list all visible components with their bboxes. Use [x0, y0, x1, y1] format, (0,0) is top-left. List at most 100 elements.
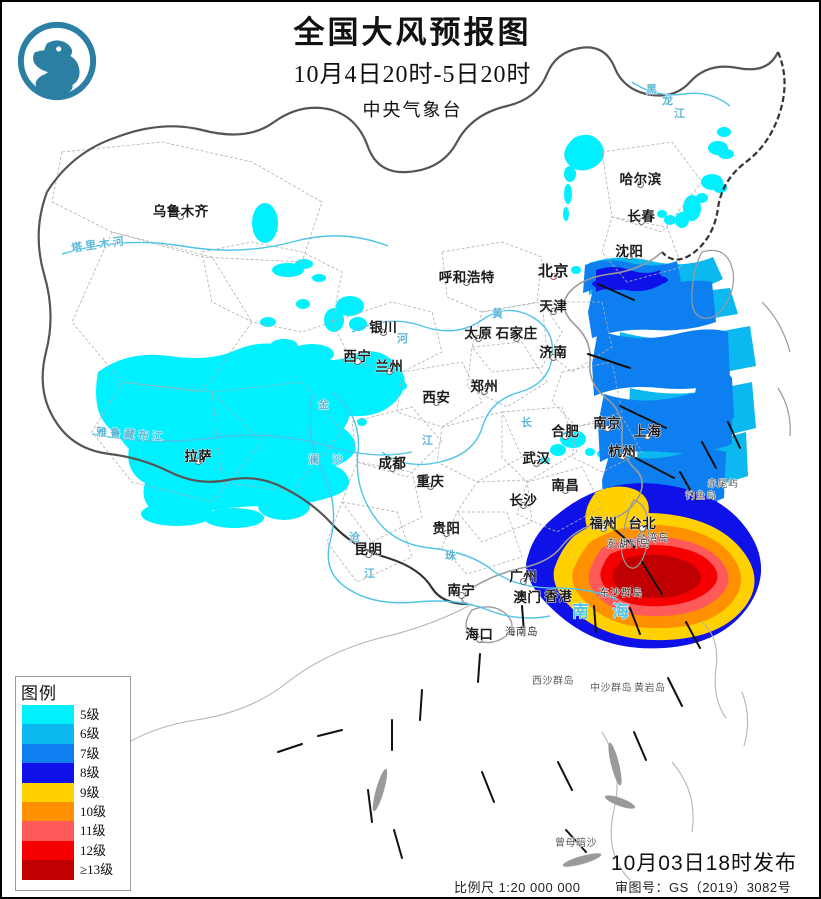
island-label: 钓鱼岛: [685, 491, 717, 502]
legend-label: 10级: [80, 803, 107, 819]
city-marker: [520, 502, 527, 509]
legend-row: 9级: [16, 782, 130, 802]
city-label: 银川: [369, 320, 398, 335]
city-label: 昆明: [354, 542, 383, 557]
city-marker: [427, 483, 434, 490]
legend-swatch: [22, 860, 74, 880]
city-label: 石家庄: [495, 326, 538, 341]
city-label: 贵阳: [432, 521, 461, 536]
legend-row: 8级: [16, 763, 130, 783]
river-label: 金: [318, 399, 332, 411]
city-marker: [476, 636, 483, 643]
city-label: 呼和浩特: [438, 270, 495, 285]
river-label: 江: [674, 108, 688, 120]
legend-swatch: [22, 763, 74, 783]
city-marker: [626, 253, 633, 260]
city-marker: [550, 354, 557, 361]
legend-label: 5级: [80, 707, 100, 722]
maritime-boundary-dashes: [277, 283, 741, 859]
legend-row: 6级: [16, 724, 130, 744]
cma-dragon-logo: [17, 21, 97, 101]
river-label: 沧: [349, 532, 363, 544]
city-label: 广州: [509, 569, 538, 584]
city-marker: [600, 525, 607, 532]
city-marker: [639, 525, 646, 532]
city-marker: [386, 368, 393, 375]
city-label: 武汉: [522, 451, 551, 466]
city-label: 太原: [464, 326, 493, 341]
island-label: 东沙群岛: [599, 587, 643, 599]
city-marker: [177, 213, 184, 220]
island-label: 海南岛: [505, 626, 538, 638]
river-label: 澜: [308, 454, 322, 466]
river-label: 沙: [332, 454, 346, 466]
city-marker: [443, 530, 450, 537]
island-label: 赤尾屿: [707, 479, 739, 490]
island-label: 中沙群岛: [590, 683, 632, 694]
island-marks: [372, 742, 636, 867]
city-label: 南昌: [551, 478, 580, 493]
legend-label: 9级: [80, 784, 100, 800]
legend-row: 11级: [16, 821, 130, 841]
city-label: 南宁: [447, 583, 476, 598]
city-marker: [562, 433, 569, 440]
legend-title: 图例: [21, 684, 57, 703]
river-label: 河: [397, 333, 411, 345]
city-label: 乌鲁木齐: [152, 204, 209, 219]
city-label: 杭州: [608, 444, 637, 459]
legend-swatch: [22, 724, 74, 744]
legend-row: 10级: [16, 801, 130, 822]
city-label: 北京: [538, 263, 570, 280]
city-marker: [380, 329, 387, 336]
map-scale: 比例尺 1:20 000 000: [454, 880, 581, 895]
city-label: 上海: [633, 424, 662, 439]
river-label: 长: [521, 417, 535, 429]
island-label: 黄岩岛: [634, 683, 666, 694]
legend-swatch: [22, 801, 74, 822]
island-label: 台湾岛: [636, 532, 669, 544]
legend-panel: 图例 5级 6级 7级 8级 9级 10级 11级 12级 ≥13级: [15, 676, 131, 891]
legend-rows: 5级 6级 7级 8级 9级 10级 11级 12级 ≥13级: [16, 705, 130, 880]
city-label: 福州: [589, 516, 618, 531]
legend-row: 7级: [16, 743, 130, 764]
city-label: 南京: [593, 416, 622, 431]
city-label: 长春: [627, 209, 656, 224]
legend-swatch: [22, 840, 74, 861]
city-label: 天津: [539, 299, 568, 314]
city-label: 合肥: [551, 424, 580, 439]
river-label: 江: [422, 435, 436, 447]
legend-swatch: [22, 782, 74, 802]
city-marker: [463, 279, 470, 286]
city-label: 长沙: [509, 493, 538, 508]
legend-label: ≥13级: [80, 862, 114, 878]
publish-time: 10月03日18时发布: [610, 852, 797, 875]
legend-label: 6级: [80, 726, 100, 742]
river-label: 黄: [492, 308, 506, 320]
legend-swatch: [22, 821, 74, 841]
legend-label: 8级: [80, 765, 100, 781]
city-label: 哈尔滨: [619, 172, 662, 187]
map-outlines: [37, 46, 791, 881]
city-marker: [481, 388, 488, 395]
city-label: 香港: [544, 589, 573, 604]
city-marker: [389, 465, 396, 472]
wind-field-level13plus: [612, 554, 702, 598]
city-label: 海口: [465, 627, 494, 642]
city-marker: [637, 181, 644, 188]
city-marker: [533, 460, 540, 467]
river-label: 珠: [445, 550, 459, 562]
city-marker: [562, 487, 569, 494]
island-label: 西沙群岛: [532, 676, 574, 687]
city-marker: [520, 578, 527, 585]
city-marker: [513, 335, 520, 342]
city-marker: [644, 433, 651, 440]
city-marker: [619, 453, 626, 460]
city-label: 重庆: [416, 474, 445, 489]
city-label: 郑州: [470, 379, 499, 394]
sea-label: 南: [572, 602, 599, 621]
approval-number: 审图号：GS（2019）3082号: [615, 880, 792, 895]
city-label: 台北: [628, 516, 657, 531]
legend-label: 12级: [80, 842, 107, 858]
